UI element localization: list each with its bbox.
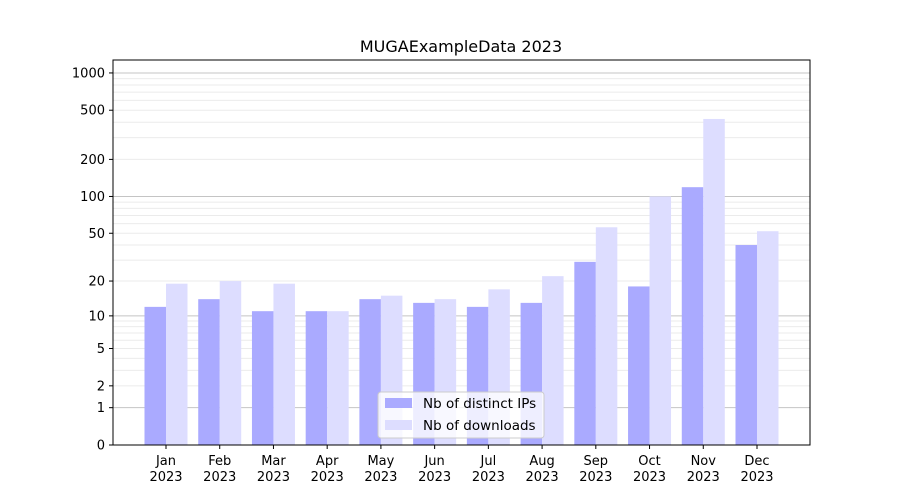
y-tick-label: 500 <box>80 104 105 119</box>
y-tick-label: 100 <box>80 190 105 205</box>
bar-downloads <box>649 196 672 445</box>
y-tick-label: 0 <box>97 439 105 454</box>
bar-distinct-ips <box>305 311 328 445</box>
x-tick-label: Jun 2023 <box>418 454 451 485</box>
legend-label-ips: Nb of distinct IPs <box>423 396 536 412</box>
x-tick-label: Jan 2023 <box>149 454 182 485</box>
y-tick-label: 200 <box>80 153 105 168</box>
bar-downloads <box>542 276 564 445</box>
y-tick-label: 1000 <box>72 66 105 81</box>
bar-distinct-ips <box>359 299 381 445</box>
legend-swatch-ips <box>385 398 412 408</box>
x-tick-label: Jul 2023 <box>472 454 505 485</box>
x-axis: Jan 2023 Feb 2023 Mar 2023 Apr 2023 May 2023 Jun 20… <box>149 445 774 485</box>
bar-distinct-ips <box>628 286 650 445</box>
x-tick-label: May 2023 <box>364 454 397 485</box>
bar-downloads <box>595 227 618 445</box>
x-tick-label: Nov 2023 <box>687 454 720 485</box>
x-tick-label: Apr 2023 <box>311 454 344 485</box>
y-axis: 0 1 2 5 10 20 50 100 200 500 1000 <box>72 66 113 454</box>
chart-title: MUGAExampleData 2023 <box>360 37 562 56</box>
bar-downloads <box>757 231 779 445</box>
y-tick-label: 2 <box>97 379 105 394</box>
bar-downloads <box>703 118 725 446</box>
legend-box <box>377 391 545 439</box>
bar-distinct-ips <box>681 187 704 445</box>
x-tick-label: Dec 2023 <box>740 454 773 485</box>
x-tick-label: Feb 2023 <box>203 454 236 485</box>
bar-downloads <box>219 281 242 445</box>
legend-swatch-downloads <box>385 420 412 430</box>
legend: Nb of distinct IPs Nb of downloads <box>377 391 545 439</box>
bar-downloads <box>273 283 295 445</box>
bar-distinct-ips <box>574 261 596 445</box>
bar-downloads <box>166 283 188 445</box>
x-tick-label: Oct 2023 <box>633 454 666 485</box>
y-tick-label: 50 <box>88 227 105 242</box>
y-tick-label: 1 <box>97 401 105 416</box>
bar-distinct-ips <box>144 306 166 445</box>
x-tick-label: Sep 2023 <box>579 454 612 485</box>
plot-frame <box>112 59 811 446</box>
y-tick-label: 10 <box>88 309 105 324</box>
x-tick-label: Mar 2023 <box>257 454 290 485</box>
y-tick-label: 5 <box>97 342 105 357</box>
legend-label-downloads: Nb of downloads <box>423 418 536 434</box>
bar-distinct-ips <box>735 245 757 445</box>
y-tick-label: 20 <box>88 275 105 290</box>
bar-distinct-ips <box>198 299 220 445</box>
x-tick-label: Aug 2023 <box>526 454 559 485</box>
bar-downloads <box>327 311 349 445</box>
bar-distinct-ips <box>251 311 274 445</box>
